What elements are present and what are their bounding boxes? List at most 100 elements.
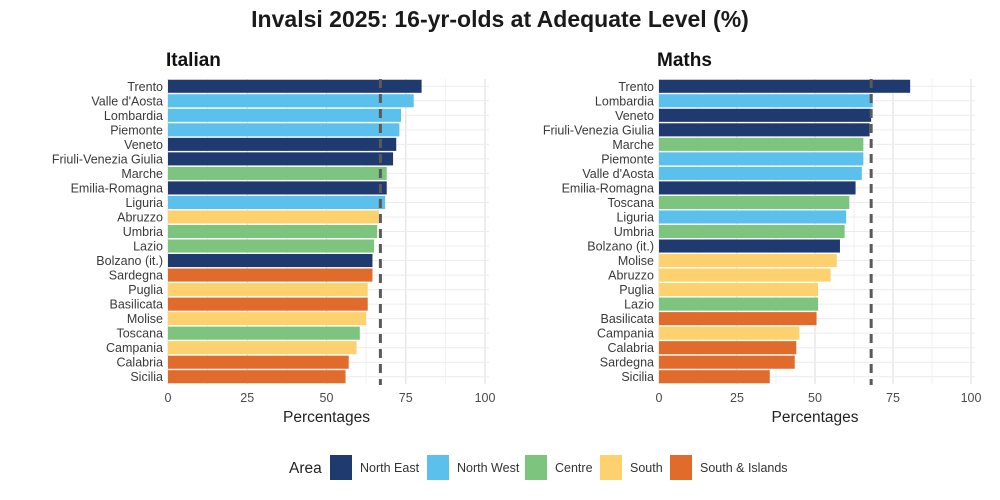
category-label: Friuli-Venezia Giulia (52, 152, 163, 166)
category-label: Bolzano (it.) (96, 254, 163, 268)
bar-friuli-venezia-giulia (168, 152, 394, 166)
bar-lombardia (659, 94, 873, 108)
bars (659, 79, 911, 384)
bar-toscana (168, 326, 360, 340)
category-label: Abruzzo (608, 269, 654, 283)
bar-liguria (168, 195, 386, 209)
bar-bolzano-it- (168, 254, 373, 268)
x-tick-label: 50 (808, 391, 822, 405)
category-label: Sardegna (109, 269, 163, 283)
bar-lazio (659, 297, 819, 311)
category-label: Friuli-Venezia Giulia (543, 123, 654, 137)
category-label: Liguria (616, 210, 654, 224)
category-label: Basilicata (601, 312, 655, 326)
category-label: Marche (121, 167, 163, 181)
category-label: Lazio (624, 298, 654, 312)
category-label: Liguria (125, 196, 163, 210)
x-tick-label: 75 (886, 391, 900, 405)
legend-title: Area (289, 460, 322, 477)
x-tick-label: 75 (399, 391, 413, 405)
category-label: Calabria (607, 341, 654, 355)
bar-umbria (659, 224, 845, 239)
x-tick-label: 25 (240, 391, 254, 405)
bar-molise (659, 254, 837, 268)
legend-swatch (670, 455, 692, 480)
category-label: Piemonte (601, 152, 654, 166)
legend-swatch (600, 455, 622, 480)
bar-puglia (659, 283, 819, 297)
category-label: Marche (612, 138, 654, 152)
x-axis-title: Percentages (771, 409, 858, 426)
bar-trento (659, 79, 911, 93)
legend-item-south: South (600, 455, 663, 480)
bar-campania (168, 341, 357, 355)
category-label: Trento (618, 80, 654, 94)
bar-sardegna (168, 268, 373, 282)
bar-campania (659, 326, 800, 340)
category-label: Veneto (615, 109, 654, 123)
x-tick-label: 100 (961, 391, 982, 405)
category-label: Sardegna (600, 356, 654, 370)
category-label: Emilia-Romagna (71, 181, 163, 195)
category-label: Lombardia (104, 109, 163, 123)
bar-marche (168, 166, 387, 180)
legend-label: South & Islands (700, 461, 788, 475)
chart-title: Invalsi 2025: 16-yr-olds at Adequate Lev… (251, 6, 749, 32)
bar-piemonte (659, 152, 864, 166)
bar-piemonte (168, 123, 400, 137)
legend-item-centre: Centre (525, 455, 593, 480)
bar-calabria (659, 341, 797, 355)
category-label: Piemonte (110, 123, 163, 137)
category-label: Campania (106, 341, 163, 355)
category-label: Trento (127, 80, 163, 94)
bar-abruzzo (168, 210, 379, 224)
category-label: Toscana (116, 327, 163, 341)
category-label: Bolzano (it.) (587, 240, 654, 254)
category-label: Molise (618, 254, 654, 268)
bar-marche (659, 137, 864, 151)
category-label: Emilia-Romagna (562, 181, 654, 195)
panel-title: Maths (657, 50, 712, 71)
bar-valle-d-aosta (659, 166, 862, 180)
category-label: Valle d'Aosta (91, 94, 163, 108)
legend-item-north-west: North West (427, 455, 520, 480)
bar-basilicata (659, 312, 817, 326)
bar-veneto (659, 108, 872, 122)
x-tick-label: 25 (730, 391, 744, 405)
panel-title: Italian (166, 50, 221, 71)
category-label: Abruzzo (117, 210, 163, 224)
bar-sicilia (168, 370, 346, 384)
bar-emilia-romagna (168, 181, 387, 195)
legend-swatch (427, 455, 449, 480)
x-tick-label: 100 (475, 391, 496, 405)
bar-bolzano-it- (659, 239, 840, 253)
legend-label: Centre (555, 461, 593, 475)
category-label: Molise (127, 312, 163, 326)
bar-toscana (659, 195, 850, 209)
bar-molise (168, 312, 367, 326)
category-label: Veneto (124, 138, 163, 152)
panel-maths: MathsTrentoLombardiaVenetoFriuli-Venezia… (543, 50, 982, 426)
bar-trento (168, 79, 422, 93)
category-label: Toscana (607, 196, 654, 210)
bar-umbria (168, 224, 378, 239)
bar-lombardia (168, 108, 401, 122)
legend-swatch (330, 455, 352, 480)
x-tick-labels: 0 25 50 75 100 (656, 391, 982, 405)
legend-label: North West (457, 461, 520, 475)
bar-friuli-venezia-giulia (659, 123, 870, 137)
bar-liguria (659, 210, 847, 224)
category-label: Puglia (619, 283, 654, 297)
bar-puglia (168, 283, 368, 297)
x-tick-labels: 0 25 50 75 100 (165, 391, 496, 405)
category-label: Lazio (133, 240, 163, 254)
bar-abruzzo (659, 268, 831, 282)
x-tick-label: 0 (165, 391, 172, 405)
bar-calabria (168, 355, 349, 369)
x-axis-title: Percentages (283, 409, 370, 426)
legend-item-south-islands: South & Islands (670, 455, 788, 480)
legend: Area North East North West Centre South South… (289, 455, 788, 480)
